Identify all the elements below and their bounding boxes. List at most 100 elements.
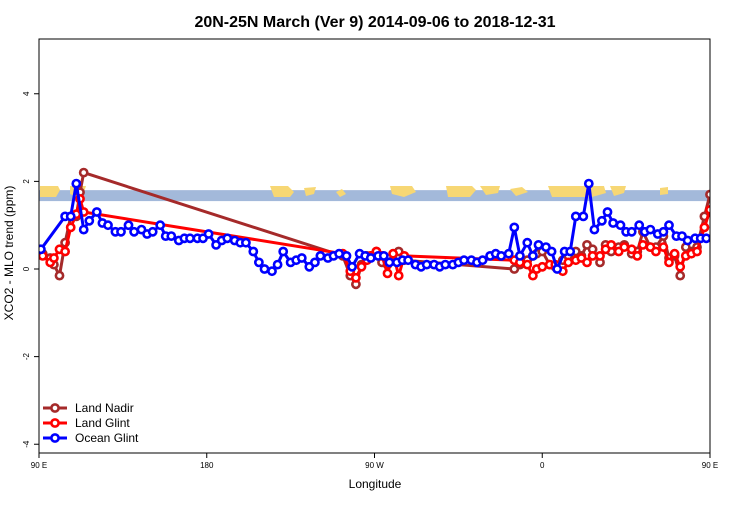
data-point-ocean-glint [278,246,289,257]
x-axis: 90 E 180 90 W 0 90 E [31,453,718,470]
data-point-ocean-glint [583,178,594,189]
data-point-ocean-glint [155,220,166,231]
data-point-ocean-glint [634,220,645,231]
data-point-ocean-glint [645,224,656,235]
data-point-ocean-glint [384,257,395,268]
data-point-land-glint [675,261,686,272]
data-point-ocean-glint [740,237,747,244]
data-point-ocean-glint [315,250,326,261]
data-point-ocean-glint [65,211,76,222]
data-point-land-glint [393,270,404,281]
data-point-land-nadir [714,169,721,176]
data-point-ocean-glint [533,239,544,250]
data-point-land-nadir [54,270,65,281]
data-point-land-nadir [719,252,726,259]
data-point-ocean-glint [240,237,251,248]
legend-item-land-nadir: Land Nadir [43,401,134,415]
data-point-land-glint [563,257,574,268]
x-tick-label: 90 W [365,461,384,470]
legend-label: Land Glint [75,416,130,430]
data-point-land-glint [733,274,740,281]
data-point-ocean-glint [116,226,126,237]
data-point-land-glint [705,205,710,215]
data-point-ocean-glint [272,259,283,270]
legend-marker [50,418,60,428]
data-point-ocean-glint [259,264,270,274]
data-point-land-glint [388,248,398,259]
data-point-ocean-glint [729,237,736,244]
series-ocean-glint [39,178,747,277]
data-point-ocean-glint [522,237,533,248]
map-strip-ocean [39,190,710,202]
data-point-ocean-glint [166,231,177,241]
data-point-ocean-glint [515,250,525,261]
x-tick-label: 90 E [702,461,718,470]
data-point-ocean-glint [440,259,451,270]
data-point-land-nadir [744,252,750,259]
x-tick-label: 180 [200,461,214,470]
data-point-ocean-glint [347,261,357,272]
data-point-ocean-glint [123,220,134,231]
legend-label: Land Nadir [75,401,134,415]
data-point-ocean-glint [664,220,674,231]
data-point-land-glint [382,268,393,279]
data-point-land-glint [595,250,605,261]
data-point-ocean-glint [39,244,46,255]
y-axis-label: XCO2 - MLO trend (ppm) [2,186,16,321]
y-tick-label: 4 [22,91,31,96]
data-point-ocean-glint [341,250,352,261]
y-tick-label: -2 [22,353,31,361]
data-point-ocean-glint [615,220,626,231]
data-point-ocean-glint [721,241,728,248]
data-point-ocean-glint [578,211,589,222]
data-point-ocean-glint [589,224,600,235]
data-point-land-glint [582,257,592,268]
legend-item-land-glint: Land Glint [43,416,130,430]
data-point-land-nadir [727,272,734,279]
data-point-ocean-glint [570,211,581,222]
data-point-ocean-glint [147,226,158,237]
data-point-ocean-glint [267,266,277,277]
data-point-ocean-glint [84,215,95,226]
data-point-land-glint [719,252,726,259]
legend-item-ocean-glint: Ocean Glint [43,431,139,445]
data-point-land-glint [60,246,70,257]
data-point-land-nadir [705,189,710,200]
data-point-ocean-glint [552,264,563,274]
legend-marker [50,403,60,413]
x-tick-label: 90 E [31,461,47,470]
x-tick-label: 0 [540,461,545,470]
data-point-land-glint [49,253,59,263]
data-point-ocean-glint [546,246,557,257]
data-point-land-glint [638,239,648,250]
data-point-land-glint [699,222,710,233]
chart-title: 20N-25N March (Ver 9) 2014-09-06 to 2018… [194,14,555,31]
data-point-land-glint [356,261,367,272]
data-point-ocean-glint [503,248,514,259]
data-point-land-nadir [733,281,740,288]
data-point-ocean-glint [682,235,693,246]
x-axis-label: Longitude [349,477,402,491]
data-point-ocean-glint [496,250,507,261]
data-point-land-glint [714,208,721,215]
data-point-land-glint [350,272,361,283]
data-point-ocean-glint [309,257,320,268]
data-point-land-glint [522,259,533,270]
data-point-land-glint [669,248,680,259]
data-point-ocean-glint [626,226,637,237]
data-point-land-nadir [78,167,89,178]
data-point-ocean-glint [716,230,723,237]
y-tick-label: 0 [22,266,31,271]
data-point-land-glint [692,246,702,257]
data-point-land-glint [664,257,674,268]
legend-label: Ocean Glint [75,431,139,445]
data-point-land-glint [738,263,745,270]
map-strip [39,186,710,202]
data-point-ocean-glint [253,257,264,268]
y-axis: -4 -2 0 2 4 [22,91,39,448]
data-point-ocean-glint [78,224,89,235]
data-point-land-glint [727,268,734,275]
data-point-ocean-glint [477,255,488,266]
